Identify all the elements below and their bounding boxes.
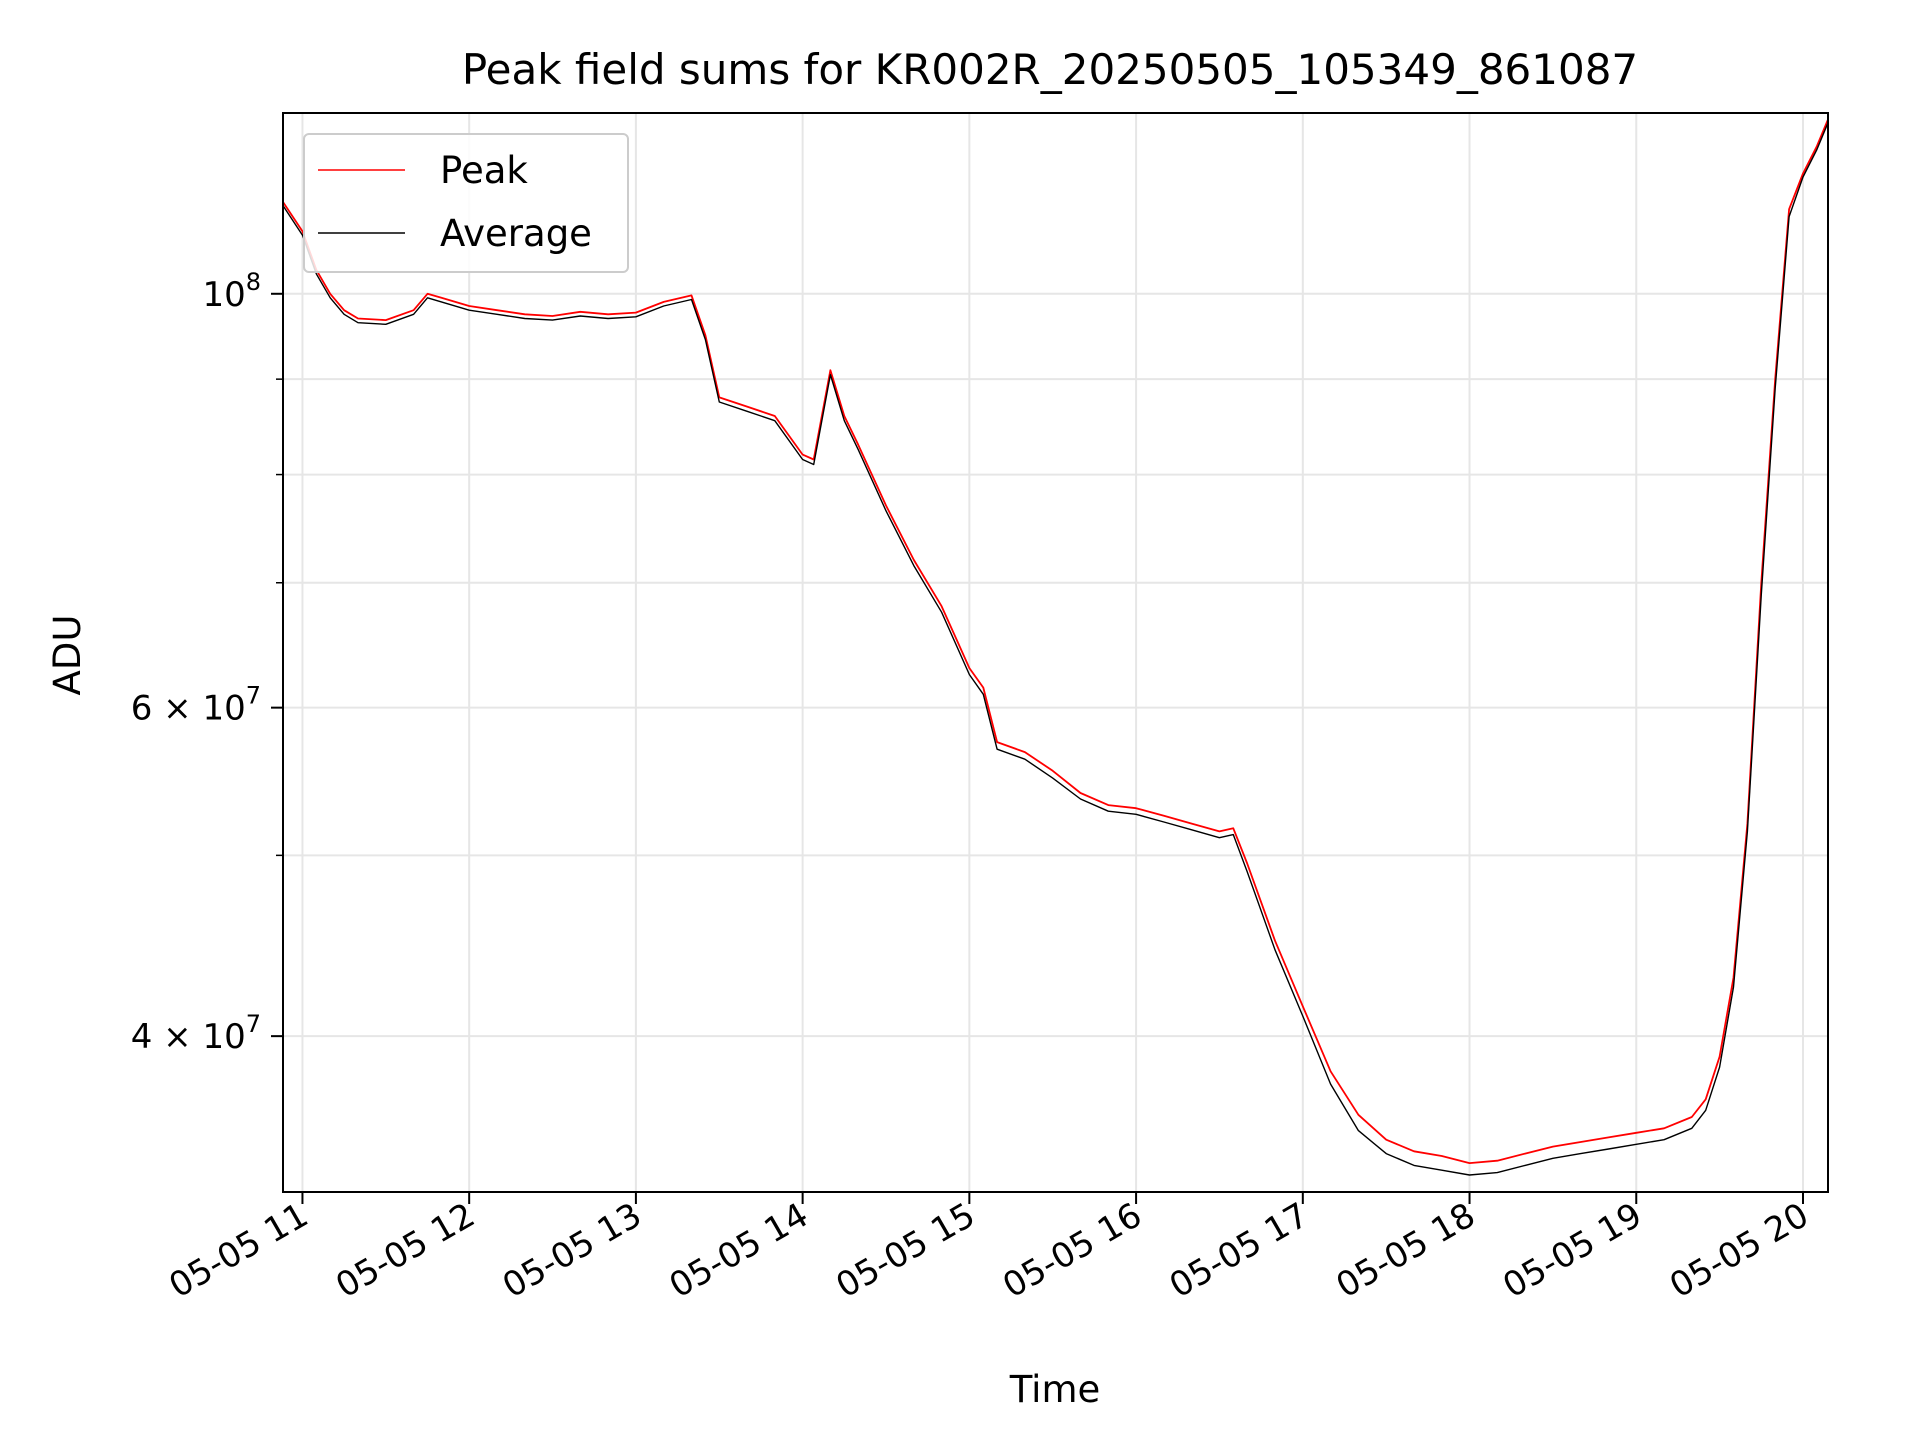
x-axis-label: Time [1009, 1368, 1101, 1411]
legend-box [303, 133, 629, 273]
y-tick-label: 108 [202, 268, 261, 315]
chart-title: Peak field sums for KR002R_20250505_1053… [462, 45, 1638, 94]
grid-lines [283, 113, 1828, 1192]
series-line-average [282, 122, 1829, 1176]
series-line-peak [282, 119, 1829, 1164]
legend: Peak Average [303, 133, 629, 273]
plot-frame [282, 112, 1829, 1193]
y-axis-label: ADU [46, 615, 89, 696]
legend-label-peak: Peak [440, 149, 528, 192]
y-tick-label: 4 × 107 [131, 1010, 261, 1057]
series-layer [282, 119, 1829, 1176]
y-axis: 4 × 107 6 × 107 108 [131, 268, 283, 1057]
legend-label-average: Average [440, 212, 592, 255]
y-tick-label: 6 × 107 [131, 682, 261, 729]
